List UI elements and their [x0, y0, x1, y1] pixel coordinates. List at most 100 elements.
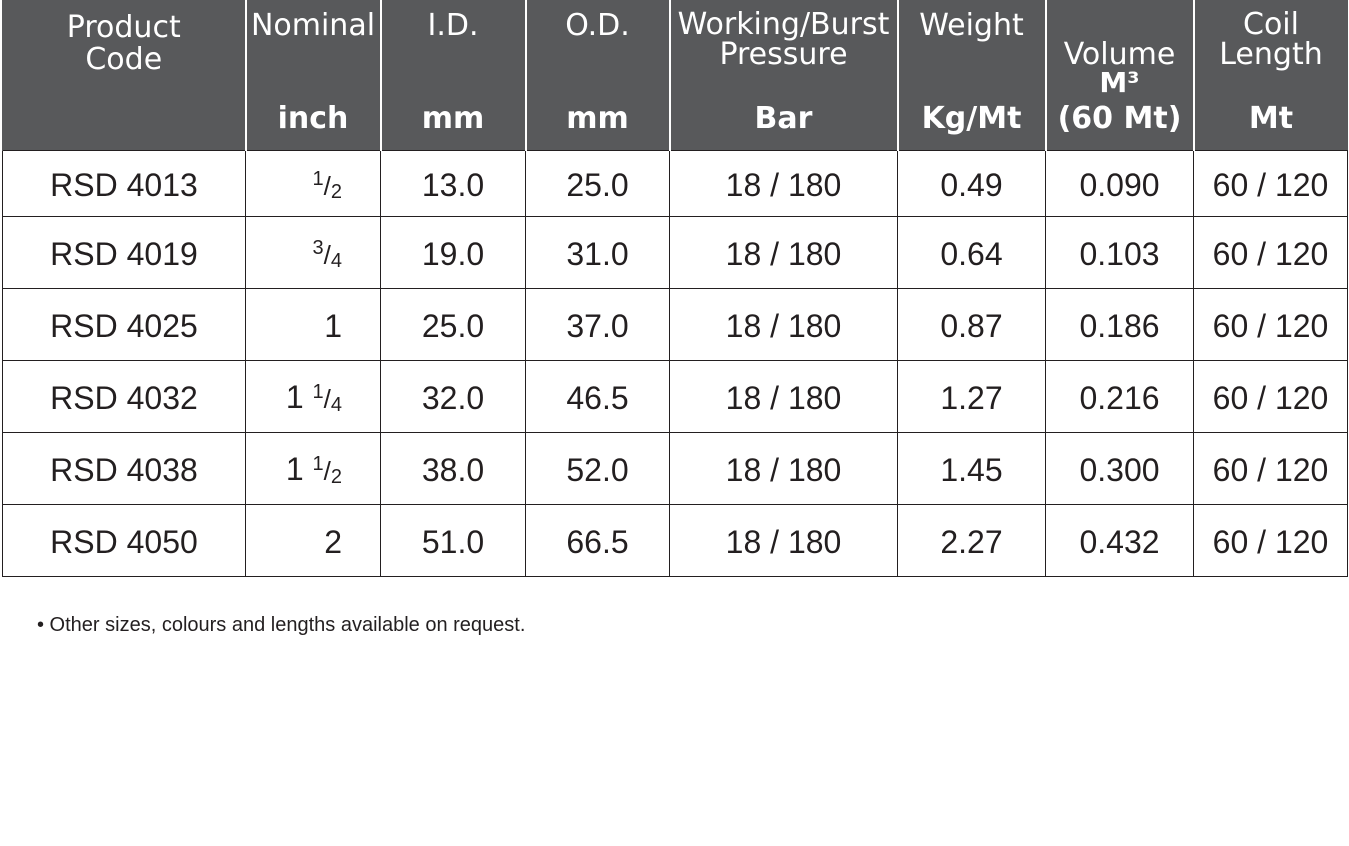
fraction-denominator: 4 [330, 249, 342, 272]
cell-volume: 0.432 [1045, 504, 1194, 577]
cell-coil-length: 60 / 120 [1193, 432, 1348, 505]
cell-product-code: RSD 4032 [2, 360, 246, 433]
header-title: Weight [919, 8, 1024, 43]
cell-volume: 0.300 [1045, 432, 1194, 505]
cell-pressure: 18 / 180 [669, 432, 898, 505]
nominal-whole: 1 [285, 378, 304, 415]
cell-nominal: 3/4 [245, 216, 381, 289]
spec-table: Product Code Nominal inch I.D. mm O.D. m… [2, 0, 1348, 577]
header-coil-length: Coil Length Mt [1192, 0, 1348, 151]
nominal-whole: 1 [285, 450, 304, 487]
header-unit: mm [421, 101, 485, 136]
cell-nominal: 1 1/2 [245, 432, 381, 505]
cell-pressure: 18 / 180 [669, 360, 898, 433]
table-row: RSD 4013 1/2 13.0 25.0 18 / 180 0.49 0.090 60 /… [2, 150, 1348, 217]
header-title: I.D. [427, 8, 479, 43]
table-row: RSD 4032 1 1/4 32.0 46.5 18 / 180 1.27 0.216 60… [2, 360, 1348, 433]
header-unit: (60 Mt) [1057, 101, 1182, 136]
cell-od: 66.5 [525, 504, 670, 577]
fraction-numerator: 1 [312, 167, 324, 190]
cell-coil-length: 60 / 120 [1193, 150, 1348, 217]
header-subtitle: M³ [1099, 66, 1140, 99]
nominal-whole: 1 [324, 307, 342, 344]
cell-nominal: 1/2 [245, 150, 381, 217]
header-title: Coil Length [1219, 7, 1323, 72]
fraction-denominator: 4 [330, 393, 342, 416]
nominal-fraction: 1/4 [313, 379, 342, 415]
header-nominal: Nominal inch [244, 0, 381, 151]
cell-od: 52.0 [525, 432, 670, 505]
cell-coil-length: 60 / 120 [1193, 504, 1348, 577]
cell-weight: 0.49 [897, 150, 1046, 217]
fraction-numerator: 1 [312, 380, 324, 403]
header-title: Nominal [250, 8, 376, 43]
cell-volume: 0.216 [1045, 360, 1194, 433]
cell-pressure: 18 / 180 [669, 150, 898, 217]
cell-id: 25.0 [380, 288, 526, 361]
header-unit: Bar [754, 101, 813, 136]
header-title: Volume M³ [1047, 10, 1193, 126]
fraction-denominator: 2 [330, 465, 342, 488]
cell-weight: 1.45 [897, 432, 1046, 505]
nominal-fraction: 1/2 [313, 451, 342, 487]
table-row: RSD 4019 3/4 19.0 31.0 18 / 180 0.64 0.103 60 /… [2, 216, 1348, 289]
cell-nominal: 2 [245, 504, 381, 577]
table-row: RSD 4025 1 25.0 37.0 18 / 180 0.87 0.186 60 / 1… [2, 288, 1348, 361]
header-title: Product Code [66, 10, 181, 77]
cell-weight: 1.27 [897, 360, 1046, 433]
cell-pressure: 18 / 180 [669, 288, 898, 361]
cell-pressure: 18 / 180 [669, 216, 898, 289]
cell-id: 19.0 [380, 216, 526, 289]
nominal-whole: 2 [324, 523, 342, 560]
nominal-fraction: 1/2 [313, 166, 342, 202]
cell-volume: 0.103 [1045, 216, 1194, 289]
header-id: I.D. mm [379, 0, 526, 151]
cell-pressure: 18 / 180 [669, 504, 898, 577]
header-weight: Weight Kg/Mt [896, 0, 1046, 151]
header-row: Product Code Nominal inch I.D. mm O.D. m… [2, 0, 1348, 151]
fraction-slash: / [323, 170, 331, 201]
header-title: Working/Burst Pressure [677, 7, 890, 72]
cell-id: 32.0 [380, 360, 526, 433]
nominal-fraction: 3/4 [313, 235, 342, 271]
cell-id: 51.0 [380, 504, 526, 577]
header-volume: Volume M³ (60 Mt) [1044, 0, 1194, 151]
cell-id: 13.0 [380, 150, 526, 217]
fraction-slash: / [323, 239, 331, 270]
fraction-numerator: 3 [312, 236, 324, 259]
table-row: RSD 4038 1 1/2 38.0 52.0 18 / 180 1.45 0.300 60… [2, 432, 1348, 505]
cell-od: 31.0 [525, 216, 670, 289]
fraction-slash: / [323, 383, 331, 414]
fraction-numerator: 1 [312, 452, 324, 475]
cell-nominal: 1 1/4 [245, 360, 381, 433]
cell-product-code: RSD 4013 [2, 150, 246, 217]
header-unit: inch [277, 101, 349, 136]
cell-volume: 0.186 [1045, 288, 1194, 361]
header-unit: mm [566, 101, 629, 136]
cell-weight: 0.87 [897, 288, 1046, 361]
table-row: RSD 4050 2 51.0 66.5 18 / 180 2.27 0.432 60 / 1… [2, 504, 1348, 577]
fraction-slash: / [323, 455, 331, 486]
cell-od: 46.5 [525, 360, 670, 433]
header-unit: Kg/Mt [921, 101, 1022, 136]
header-unit: Mt [1248, 101, 1294, 136]
header-title: O.D. [565, 8, 630, 43]
cell-nominal: 1 [245, 288, 381, 361]
header-title-text: Volume [1063, 37, 1176, 72]
fraction-denominator: 2 [330, 180, 342, 203]
cell-coil-length: 60 / 120 [1193, 288, 1348, 361]
footnote: • Other sizes, colours and lengths avail… [37, 614, 526, 636]
cell-weight: 2.27 [897, 504, 1046, 577]
cell-product-code: RSD 4038 [2, 432, 246, 505]
header-od: O.D. mm [524, 0, 670, 151]
cell-od: 25.0 [525, 150, 670, 217]
cell-coil-length: 60 / 120 [1193, 360, 1348, 433]
cell-product-code: RSD 4019 [2, 216, 246, 289]
cell-coil-length: 60 / 120 [1193, 216, 1348, 289]
cell-od: 37.0 [525, 288, 670, 361]
header-product-code: Product Code [2, 0, 246, 151]
cell-product-code: RSD 4050 [2, 504, 246, 577]
header-pressure: Working/Burst Pressure Bar [668, 0, 898, 151]
cell-id: 38.0 [380, 432, 526, 505]
cell-weight: 0.64 [897, 216, 1046, 289]
